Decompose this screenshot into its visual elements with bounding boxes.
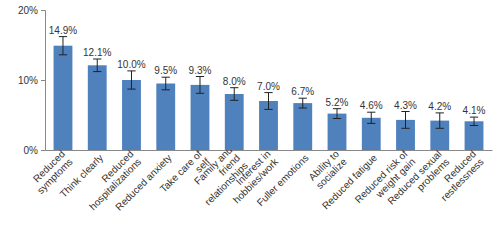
bar bbox=[328, 114, 347, 150]
error-cap bbox=[93, 71, 101, 72]
data-label: 4.6% bbox=[360, 100, 383, 111]
y-tick: 20% bbox=[18, 5, 45, 16]
error-bar bbox=[264, 93, 272, 110]
error-cap bbox=[470, 125, 478, 126]
error-cap bbox=[59, 36, 67, 37]
error-cap bbox=[436, 112, 444, 113]
bar bbox=[156, 84, 175, 151]
error-cap bbox=[333, 118, 341, 119]
error-bar bbox=[333, 109, 341, 119]
error-stem bbox=[165, 77, 166, 90]
error-cap bbox=[367, 123, 375, 124]
data-label: 6.7% bbox=[291, 86, 314, 97]
y-axis-line bbox=[41, 11, 46, 151]
y-tick: 10% bbox=[18, 75, 45, 86]
error-bar bbox=[196, 77, 204, 94]
error-bar bbox=[299, 98, 307, 108]
y-axis: 0% 10% 20% bbox=[18, 5, 46, 156]
error-cap bbox=[401, 111, 409, 112]
error-cap bbox=[93, 59, 101, 60]
bar bbox=[465, 121, 484, 150]
error-cap bbox=[264, 92, 272, 93]
error-cap bbox=[333, 108, 341, 109]
error-bar bbox=[59, 37, 67, 55]
data-label: 7.0% bbox=[257, 81, 280, 92]
error-cap bbox=[470, 117, 478, 118]
error-cap bbox=[264, 109, 272, 110]
y-tick-mark bbox=[41, 150, 45, 151]
data-label: 4.2% bbox=[428, 101, 451, 112]
data-label: 9.3% bbox=[189, 65, 212, 76]
data-labels: 14.9% 12.1% 10.0% 9.5% 9.3% 8.0% 7.0% 6.7% 5.2% 4… bbox=[49, 25, 486, 117]
bar bbox=[293, 103, 312, 150]
error-cap bbox=[230, 87, 238, 88]
bar bbox=[54, 46, 73, 150]
error-cap bbox=[196, 76, 204, 77]
bar bbox=[191, 85, 210, 150]
marks bbox=[54, 37, 484, 150]
x-tick: Reducedhospitalizations bbox=[79, 148, 143, 212]
error-bar bbox=[401, 112, 409, 129]
error-bar bbox=[93, 59, 101, 72]
error-stem bbox=[97, 59, 98, 72]
x-axis-line bbox=[46, 150, 493, 151]
error-bar bbox=[127, 71, 135, 89]
error-bar bbox=[162, 77, 170, 90]
error-cap bbox=[299, 98, 307, 99]
error-cap bbox=[401, 128, 409, 129]
y-tick-mark bbox=[41, 10, 45, 11]
error-bar bbox=[367, 112, 375, 123]
data-label: 8.0% bbox=[223, 76, 246, 87]
error-cap bbox=[230, 100, 238, 101]
data-label: 12.1% bbox=[83, 47, 111, 58]
x-tick-label: Fuller emotions bbox=[255, 152, 311, 208]
data-label: 4.3% bbox=[394, 100, 417, 111]
error-cap bbox=[299, 108, 307, 109]
chart: 0% 10% 20% ReducedsymptomsThink clearlyRedu… bbox=[0, 0, 500, 240]
x-axis: ReducedsymptomsThink clearlyReducedhospi… bbox=[27, 144, 493, 214]
y-tick-label: 20% bbox=[18, 5, 38, 16]
error-bar bbox=[436, 113, 444, 128]
y-tick-mark bbox=[41, 80, 45, 81]
error-stem bbox=[439, 113, 440, 128]
bar bbox=[88, 65, 107, 150]
error-cap bbox=[59, 54, 67, 55]
error-stem bbox=[199, 77, 200, 94]
data-label: 14.9% bbox=[49, 25, 77, 36]
y-tick-label: 10% bbox=[18, 75, 38, 86]
error-cap bbox=[367, 112, 375, 113]
error-stem bbox=[131, 71, 132, 89]
x-tick-label: Reducedrestlessness bbox=[431, 148, 486, 203]
y-tick: 0% bbox=[24, 145, 45, 156]
error-cap bbox=[127, 70, 135, 71]
error-stem bbox=[405, 112, 406, 129]
error-cap bbox=[436, 128, 444, 129]
data-label: 5.2% bbox=[326, 97, 349, 108]
error-stem bbox=[234, 88, 235, 101]
error-cap bbox=[162, 89, 170, 90]
error-cap bbox=[162, 77, 170, 78]
error-stem bbox=[62, 37, 63, 55]
error-stem bbox=[371, 112, 372, 123]
x-tick: Fuller emotions bbox=[255, 150, 311, 208]
bar bbox=[225, 94, 244, 150]
error-stem bbox=[337, 109, 338, 119]
data-label: 4.1% bbox=[463, 105, 486, 116]
bar bbox=[122, 80, 141, 150]
error-stem bbox=[268, 93, 269, 110]
x-tick: Reduced sexualproblems bbox=[385, 148, 451, 214]
error-bar bbox=[230, 88, 238, 101]
error-cap bbox=[196, 93, 204, 94]
error-stem bbox=[302, 98, 303, 108]
data-label: 10.0% bbox=[117, 59, 145, 70]
error-stem bbox=[474, 117, 475, 125]
x-tick: Reducedrestlessness bbox=[431, 148, 486, 203]
error-bar bbox=[470, 117, 478, 125]
plot: 0% 10% 20% ReducedsymptomsThink clearlyRedu… bbox=[18, 5, 493, 215]
data-label: 9.5% bbox=[154, 65, 177, 76]
x-tick-label: Reduced sexualproblems bbox=[385, 148, 451, 214]
error-cap bbox=[127, 89, 135, 90]
x-tick-label: Reducedhospitalizations bbox=[79, 148, 143, 212]
y-tick-label: 0% bbox=[24, 145, 39, 156]
